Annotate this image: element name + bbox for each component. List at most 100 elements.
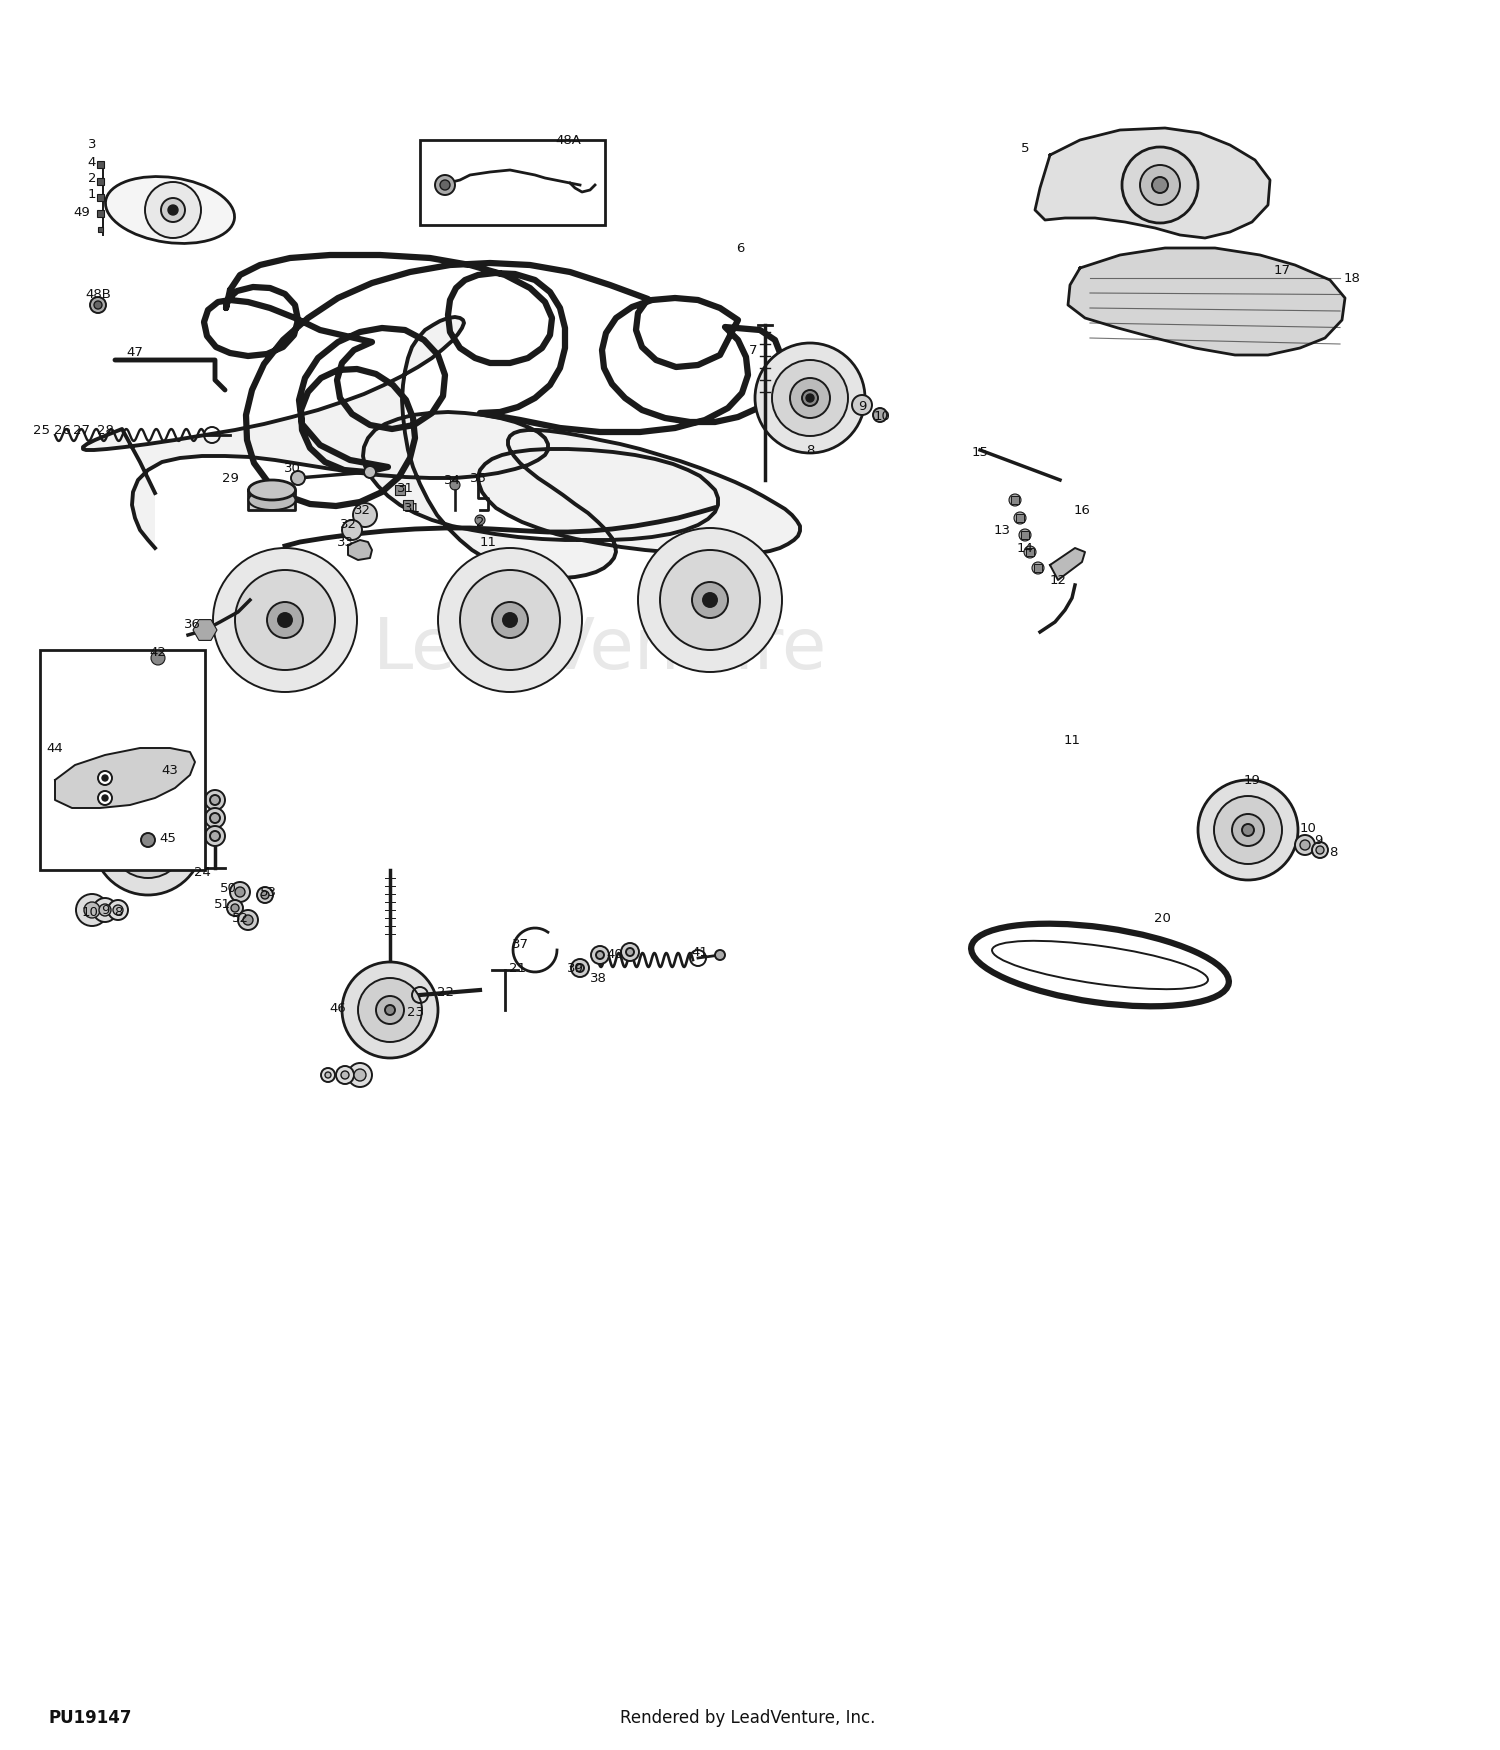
Text: 9: 9	[100, 903, 109, 917]
Text: 7: 7	[748, 343, 758, 357]
Circle shape	[231, 905, 238, 912]
Circle shape	[130, 822, 166, 858]
Circle shape	[102, 794, 108, 802]
Bar	[420, 140, 604, 226]
Ellipse shape	[970, 924, 1228, 1006]
Circle shape	[206, 826, 225, 845]
Text: 15: 15	[972, 446, 988, 458]
Text: 30: 30	[284, 462, 300, 474]
Text: 32: 32	[354, 504, 370, 516]
Circle shape	[98, 772, 112, 786]
Circle shape	[210, 814, 220, 822]
Ellipse shape	[105, 177, 234, 243]
Text: 37: 37	[512, 938, 528, 952]
Ellipse shape	[992, 942, 1208, 989]
Text: 36: 36	[183, 618, 201, 632]
Text: 12: 12	[1050, 574, 1066, 586]
Circle shape	[1152, 177, 1168, 192]
Text: 45: 45	[159, 831, 177, 845]
Circle shape	[348, 1062, 372, 1087]
Circle shape	[802, 390, 818, 406]
Circle shape	[1232, 814, 1264, 845]
Circle shape	[873, 408, 886, 422]
Circle shape	[1294, 835, 1316, 856]
Text: 49: 49	[74, 205, 90, 219]
Text: 17: 17	[1274, 264, 1290, 276]
Circle shape	[160, 198, 184, 222]
Circle shape	[230, 882, 251, 901]
Text: 1: 1	[87, 189, 96, 201]
Text: 24: 24	[194, 866, 210, 878]
Text: 52: 52	[231, 912, 249, 924]
Polygon shape	[248, 490, 296, 509]
Text: 6: 6	[736, 242, 744, 254]
Text: 31: 31	[396, 481, 414, 495]
Circle shape	[152, 651, 165, 665]
Text: 10: 10	[873, 410, 891, 422]
Circle shape	[806, 394, 814, 402]
Circle shape	[168, 205, 178, 215]
Bar	[404, 500, 412, 509]
Polygon shape	[82, 317, 800, 578]
Text: 39: 39	[567, 961, 584, 975]
Circle shape	[256, 887, 273, 903]
Text: 19: 19	[1244, 774, 1260, 786]
Circle shape	[386, 1004, 394, 1015]
Text: 27: 27	[74, 424, 90, 436]
Circle shape	[716, 950, 724, 961]
Circle shape	[342, 963, 438, 1059]
Circle shape	[754, 343, 865, 453]
Text: 29: 29	[222, 471, 238, 485]
Circle shape	[261, 891, 268, 900]
Circle shape	[238, 910, 258, 929]
Circle shape	[108, 900, 128, 920]
Text: 26: 26	[54, 424, 70, 436]
Text: 4: 4	[88, 156, 96, 168]
Polygon shape	[1068, 248, 1346, 355]
Text: PU19147: PU19147	[48, 1710, 132, 1727]
Circle shape	[476, 514, 484, 525]
Text: 20: 20	[1154, 912, 1170, 924]
Text: 8: 8	[806, 443, 814, 457]
Text: 46: 46	[330, 1001, 346, 1015]
Text: Rendered by LeadVenture, Inc.: Rendered by LeadVenture, Inc.	[620, 1710, 876, 1727]
Text: 10: 10	[81, 905, 99, 919]
Circle shape	[326, 1073, 332, 1078]
Circle shape	[852, 396, 871, 415]
Circle shape	[1024, 546, 1036, 558]
Circle shape	[336, 1066, 354, 1083]
Text: 50: 50	[219, 882, 237, 894]
Circle shape	[1198, 780, 1298, 880]
Bar	[98, 178, 104, 186]
Circle shape	[354, 1069, 366, 1082]
Circle shape	[90, 298, 106, 313]
Circle shape	[450, 480, 460, 490]
Bar	[1016, 514, 1025, 522]
Circle shape	[626, 949, 634, 956]
Circle shape	[352, 502, 376, 527]
Circle shape	[1010, 493, 1022, 506]
Text: 5: 5	[1020, 142, 1029, 154]
Text: 2: 2	[87, 172, 96, 184]
Text: 9: 9	[858, 399, 865, 413]
Text: LeadVenture: LeadVenture	[374, 616, 826, 684]
Circle shape	[99, 905, 111, 915]
Circle shape	[98, 791, 112, 805]
Text: 38: 38	[590, 971, 606, 985]
Circle shape	[321, 1068, 334, 1082]
Circle shape	[1214, 796, 1282, 864]
Circle shape	[704, 593, 717, 607]
Bar	[1034, 564, 1042, 572]
Circle shape	[196, 621, 213, 639]
Polygon shape	[348, 541, 372, 560]
Circle shape	[435, 175, 454, 194]
Circle shape	[340, 1071, 350, 1080]
Circle shape	[638, 528, 782, 672]
Circle shape	[1300, 840, 1310, 850]
Text: 41: 41	[692, 945, 708, 959]
Circle shape	[1014, 513, 1026, 523]
Bar	[1026, 548, 1033, 556]
Circle shape	[236, 570, 334, 670]
Circle shape	[93, 786, 202, 894]
Circle shape	[278, 612, 292, 626]
